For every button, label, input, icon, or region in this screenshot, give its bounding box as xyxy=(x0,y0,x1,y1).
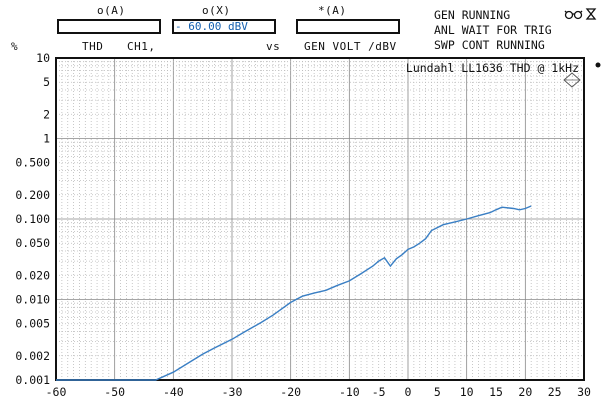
tick-labels: -60 -50 -40 -30 -20 -10 -5 0 5 10 15 20 25 30105210.5… xyxy=(15,51,591,399)
x-tick-label: -40 xyxy=(163,385,184,399)
status-swp: SWP CONT RUNNING xyxy=(434,38,545,52)
x-tick-label: 25 xyxy=(548,385,562,399)
x-tick-label: -50 xyxy=(104,385,125,399)
series-line xyxy=(56,205,532,381)
y-tick-label: 0.100 xyxy=(15,212,50,226)
y-tick-label: 0.500 xyxy=(15,156,50,170)
y-tick-label: 0.050 xyxy=(15,236,50,250)
channel-star-box[interactable] xyxy=(296,19,400,34)
side-marker-icon xyxy=(595,62,601,68)
x-tick-label: 10 xyxy=(460,385,474,399)
x-tick-label: 30 xyxy=(577,385,591,399)
channel-a-label: o(A) xyxy=(97,4,126,17)
corner-marker-icon xyxy=(563,72,581,88)
y-tick-label: 10 xyxy=(36,51,50,65)
x-tick-label: -10 xyxy=(339,385,360,399)
y-tick-label: 5 xyxy=(43,75,50,89)
y-tick-label: 1 xyxy=(43,132,50,146)
y-tick-label: 0.200 xyxy=(15,188,50,202)
status-gen: GEN RUNNING xyxy=(434,8,511,22)
glasses-icon xyxy=(564,10,583,20)
channel-x-value: - 60.00 dBV xyxy=(175,20,248,33)
status-icons xyxy=(564,8,597,20)
chart-title: Lundahl LL1636 THD @ 1kHz xyxy=(406,61,579,75)
channel-star-label: *(A) xyxy=(318,4,347,17)
x-tick-label: -30 xyxy=(222,385,243,399)
y-unit: % xyxy=(11,40,19,53)
channel-x-label: o(X) xyxy=(202,4,231,17)
channel-a-box[interactable] xyxy=(57,19,161,34)
channel-x-box[interactable] xyxy=(172,19,276,34)
vs-label: vs xyxy=(266,40,281,53)
x-tick-label: 5 xyxy=(434,385,441,399)
plot-frame xyxy=(55,57,585,381)
x-tick-label: -60 xyxy=(46,385,67,399)
status-anl: ANL WAIT FOR TRIG xyxy=(434,23,552,37)
x-tick-label: -5 xyxy=(372,385,386,399)
x-tick-label: 15 xyxy=(489,385,503,399)
y-tick-label: 0.010 xyxy=(15,293,50,307)
x-tick-label: -20 xyxy=(280,385,301,399)
y-tick-label: 2 xyxy=(43,107,50,121)
grid xyxy=(55,58,585,381)
y-tick-label: 0.001 xyxy=(15,373,50,387)
y-tick-label: 0.002 xyxy=(15,349,50,363)
x-tick-label: 20 xyxy=(518,385,532,399)
x-quantity: GEN VOLT /dBV xyxy=(304,40,397,53)
hourglass-icon xyxy=(585,8,597,20)
y-tick-label: 0.005 xyxy=(15,317,50,331)
y-quantity: THD xyxy=(82,40,104,53)
y-tick-label: 0.020 xyxy=(15,268,50,282)
x-tick-label: 0 xyxy=(405,385,412,399)
y-channel: CH1, xyxy=(127,40,156,53)
